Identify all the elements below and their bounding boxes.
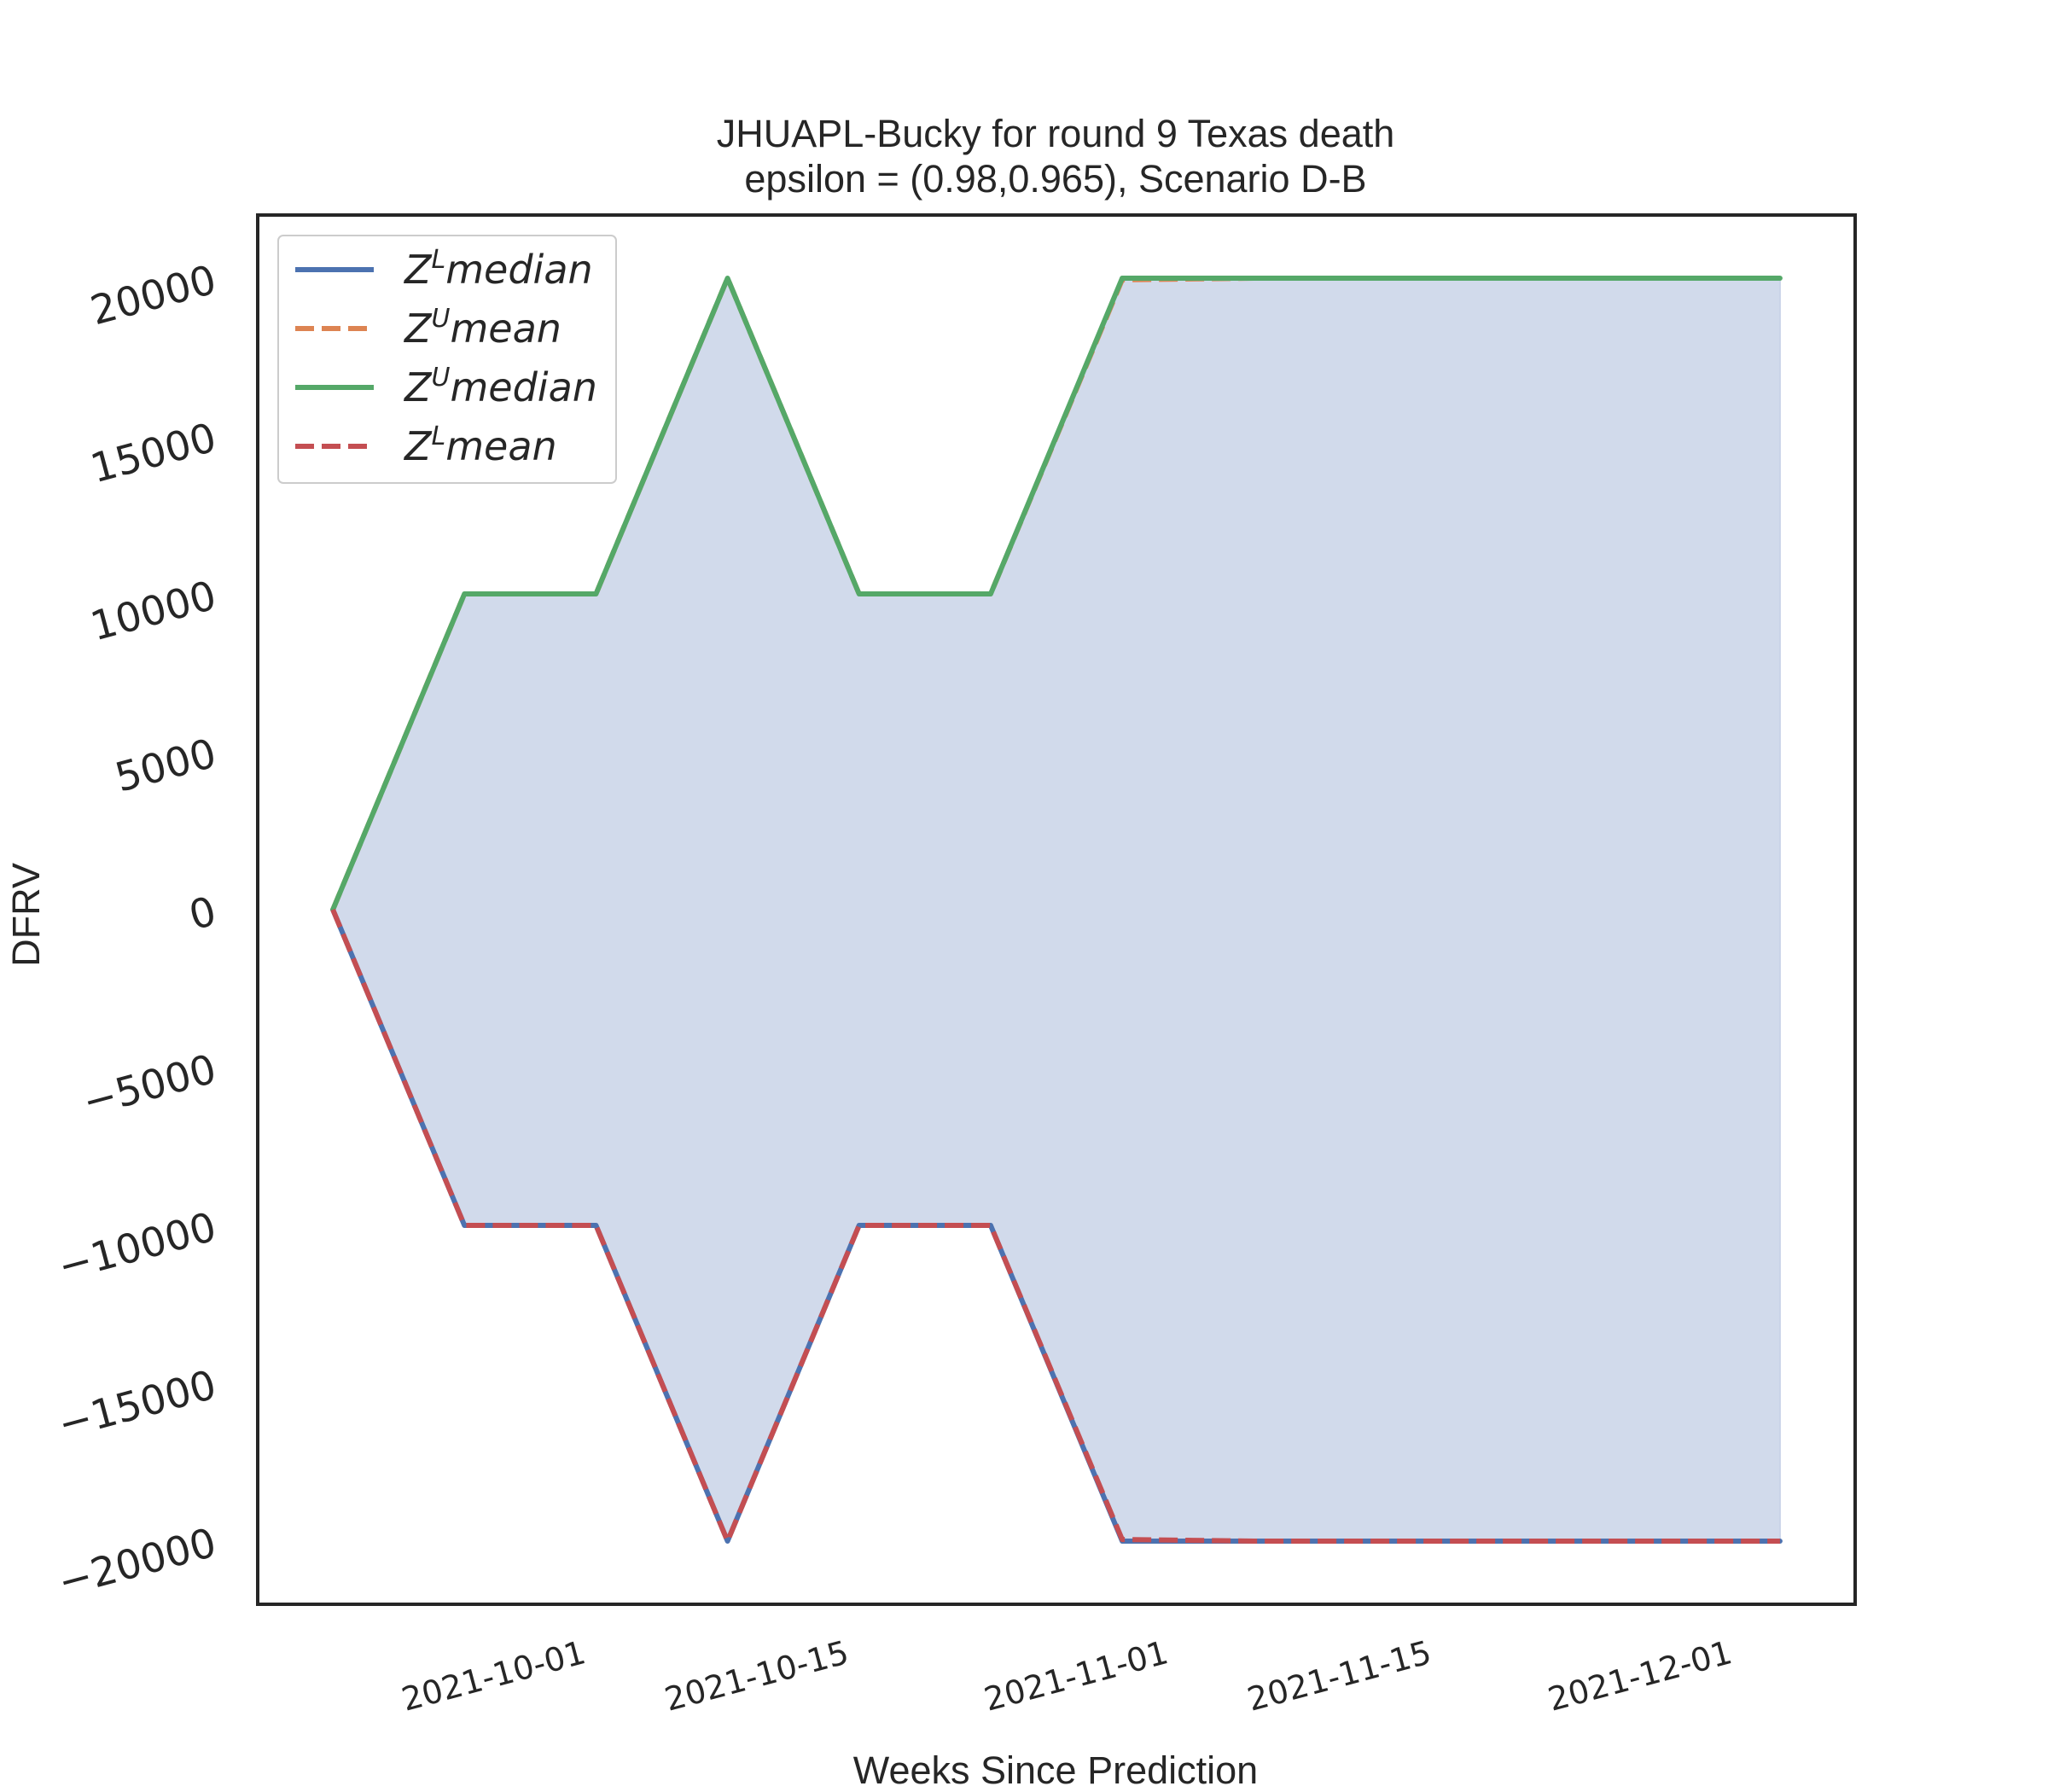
chart-subtitle: epsilon = (0.98,0.965), Scenario D-B — [744, 157, 1366, 201]
x-tick-label: 2021-10-01 — [398, 1633, 590, 1719]
series-line-2 — [330, 276, 1783, 912]
legend-box — [277, 235, 617, 484]
y-tick-label: −10000 — [53, 1203, 221, 1290]
y-tick-label: 10000 — [85, 572, 221, 650]
legend-label-3: ZLmean — [403, 422, 557, 469]
y-tick-label: 5000 — [110, 730, 221, 801]
legend-label-2: ZUmedian — [403, 363, 597, 410]
y-tick-label: 20000 — [85, 256, 221, 335]
plot-area — [256, 213, 1857, 1606]
legend: ZLmedian ZUmean ZUmedian ZLmean — [277, 235, 617, 484]
chart-title: JHUAPL-Bucky for round 9 Texas death — [717, 112, 1395, 155]
legend-label-0: ZLmedian — [403, 245, 593, 293]
y-axis-label: DFRV — [4, 863, 48, 967]
y-tick-label: 0 — [184, 887, 221, 940]
x-tick-label: 2021-10-15 — [660, 1633, 852, 1719]
x-tick-label: 2021-11-01 — [980, 1633, 1172, 1719]
x-tick-label: 2021-12-01 — [1544, 1633, 1736, 1719]
y-tick-label: −5000 — [78, 1045, 221, 1126]
plot-frame — [256, 213, 1857, 1606]
series-layer — [330, 276, 1783, 1544]
y-tick-label: 15000 — [85, 414, 221, 492]
x-axis-label: Weeks Since Prediction — [853, 1748, 1258, 1792]
y-axis-ticks: 20000 15000 10000 5000 0 −5000 −10000 −15000 −20… — [53, 256, 221, 1606]
y-tick-label: −20000 — [53, 1519, 221, 1606]
x-axis-ticks: 2021-10-01 2021-10-15 2021-11-01 2021-11-15… — [398, 1633, 1736, 1719]
series-line-3 — [330, 908, 1780, 1544]
x-tick-label: 2021-11-15 — [1243, 1633, 1435, 1719]
legend-label-1: ZUmean — [403, 304, 561, 352]
y-tick-label: −15000 — [53, 1361, 221, 1448]
